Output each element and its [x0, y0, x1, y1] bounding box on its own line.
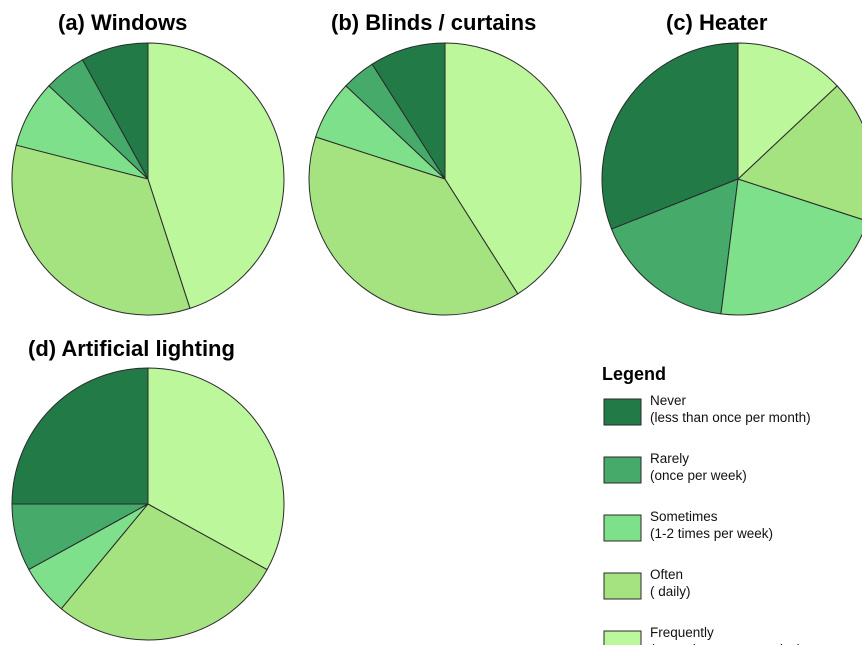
pie-title: (d) Artificial lighting: [28, 336, 235, 361]
legend-swatch: [603, 572, 642, 600]
pie-title: (c) Heater: [666, 10, 768, 35]
pie-c: (c) Heater: [601, 10, 862, 316]
pie-slice-frequently: [737, 42, 838, 181]
pie-slice-often: [60, 503, 268, 641]
legend-description: (more than once per day): [650, 642, 802, 645]
pie-slice-often: [11, 144, 191, 316]
legend-description: (1-2 times per week): [650, 526, 773, 541]
legend-label: Frequently: [650, 625, 714, 640]
legend-swatch: [603, 514, 642, 542]
pie-slice-never: [11, 367, 149, 505]
legend-description: (once per week): [650, 468, 747, 483]
pie-slice-often: [737, 85, 862, 220]
pie-d: (d) Artificial lighting: [11, 336, 285, 641]
legend-label: Never: [650, 393, 687, 408]
pie-slice-never: [601, 42, 739, 230]
pie-b: (b) Blinds / curtains: [308, 10, 582, 316]
legend-item-never: Never (less than once per month): [603, 393, 811, 426]
legend-swatch: [603, 630, 642, 645]
pie-title: (a) Windows: [58, 10, 187, 35]
pie-charts: (a) Windows (b) Blinds / curtains (c) Heat…: [11, 10, 862, 641]
legend-items: Never (less than once per month) Rarely (on…: [603, 393, 811, 645]
legend-label: Sometimes: [650, 509, 718, 524]
legend-item-often: Often ( daily): [603, 567, 691, 600]
legend-label: Rarely: [650, 451, 689, 466]
legend-description: (less than once per month): [650, 410, 811, 425]
pie-slice-frequently: [147, 367, 285, 571]
pie-slice-frequently: [444, 42, 582, 295]
pie-slice-often: [308, 136, 519, 316]
pie-slice-rarely: [610, 178, 739, 315]
legend-swatch: [603, 456, 642, 484]
pie-slice-sometimes: [720, 178, 862, 316]
legend-description: ( daily): [650, 584, 691, 599]
legend-item-rarely: Rarely (once per week): [603, 451, 747, 484]
legend-item-frequently: Frequently (more than once per day): [603, 625, 802, 645]
pie-a: (a) Windows: [11, 10, 285, 316]
legend: Legend Never (less than once per month) Ra…: [602, 364, 811, 645]
legend-label: Often: [650, 567, 683, 582]
pie-title: (b) Blinds / curtains: [331, 10, 536, 35]
pie-slice-frequently: [147, 42, 285, 309]
legend-title: Legend: [602, 364, 666, 384]
legend-swatch: [603, 398, 642, 426]
legend-item-sometimes: Sometimes (1-2 times per week): [603, 509, 773, 542]
